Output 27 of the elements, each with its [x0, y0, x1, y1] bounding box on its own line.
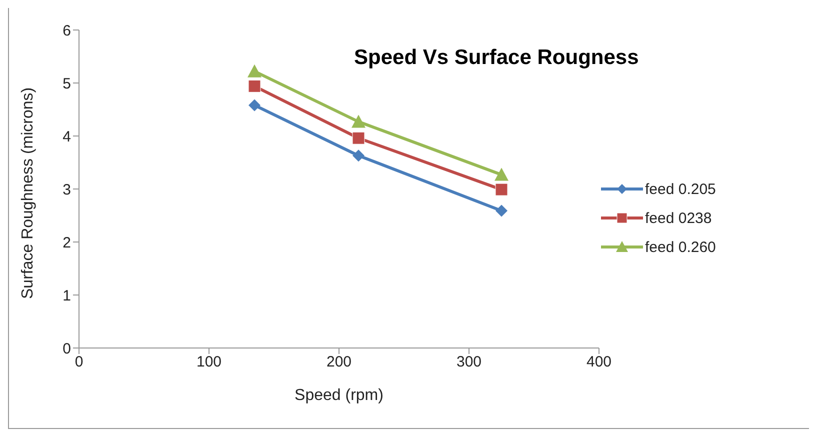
y-tick-label: 4 — [62, 128, 71, 146]
point — [248, 99, 260, 112]
point — [352, 150, 364, 162]
y-axis-title: Surface Roughness (microns) — [20, 87, 37, 299]
y-tick-label: 3 — [62, 181, 71, 198]
x-tick-label: 400 — [586, 354, 612, 371]
point — [495, 183, 508, 196]
y-tick-label: 2 — [62, 234, 71, 252]
y-tick-label: 6 — [62, 22, 71, 40]
point — [352, 114, 366, 128]
legend-label: feed 0.260 — [645, 238, 716, 256]
y-tick-label: 1 — [62, 287, 71, 304]
text: Speed Vs Surface Rougness — [354, 46, 639, 70]
point — [248, 64, 262, 78]
x-tick-label: 0 — [74, 354, 84, 371]
x-tick-label: 200 — [326, 354, 352, 371]
legend-label: feed 0.205 — [645, 180, 716, 198]
x-tick-label: 300 — [456, 354, 482, 371]
legend-label: feed 0238 — [645, 210, 712, 226]
point — [248, 80, 261, 92]
x-axis-title: Speed (rpm) — [294, 387, 384, 404]
y-tick-label: 0 — [62, 340, 71, 358]
x-tick-label: 100 — [196, 354, 222, 371]
point — [352, 132, 365, 144]
y-tick-label: 5 — [62, 75, 71, 92]
point — [494, 168, 508, 181]
point — [496, 204, 508, 217]
